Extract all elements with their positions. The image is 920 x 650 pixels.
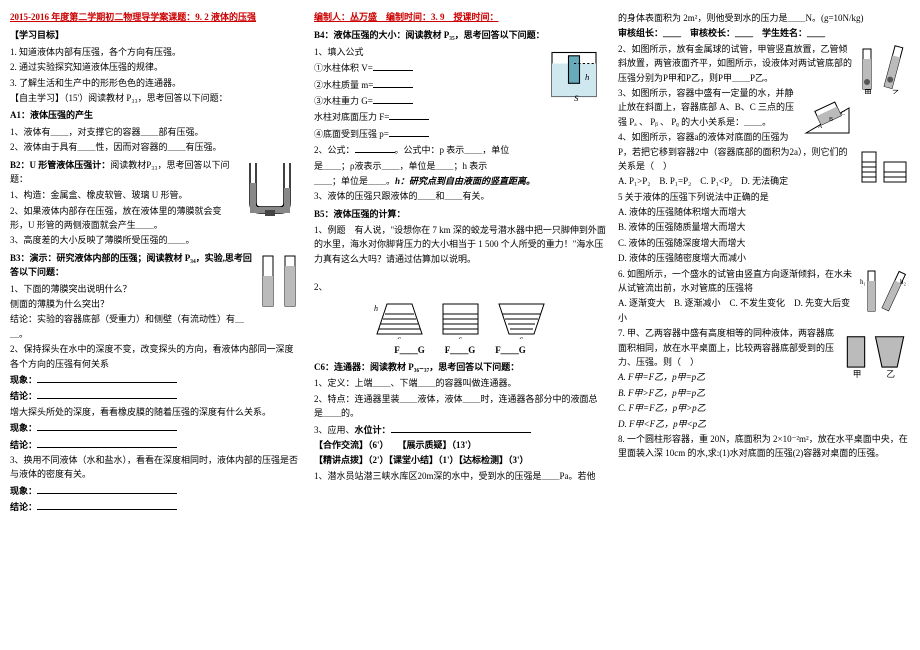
q7b: B. F甲>F乙，p甲=p乙	[618, 386, 910, 400]
review-line: 审核组长：＿＿ 审核校长：＿＿ 学生姓名：＿＿	[618, 26, 910, 40]
svg-text:h₁: h₁	[860, 278, 866, 286]
svg-text:S: S	[458, 336, 462, 339]
svg-text:乙: 乙	[892, 89, 900, 94]
b4-head: B4：液体压强的大小：阅读教材 P₃₅，思考回答以下问题：	[314, 28, 606, 42]
svg-text:A: A	[818, 124, 823, 130]
cylinders-icon	[260, 251, 300, 311]
jj-head: 【精讲点拨】（2'）【课堂小结】（1'）【达标检测】（3'）	[314, 453, 606, 467]
xx-3: 现象：	[10, 483, 302, 498]
vessel-wide-top-icon: S	[494, 299, 549, 339]
goal-2: 2. 通过实验探究知道液体压强的规律。	[10, 60, 302, 74]
jl-1: 结论：	[10, 388, 302, 403]
b4-l2d: ＿＿；单位是＿＿。h：研究点到自由液面的竖直距离。	[314, 174, 606, 188]
fg-1: F＿＿G	[394, 343, 425, 357]
coop-head: 【合作交流】（6'） 【展示质疑】（13'）	[314, 438, 606, 452]
q1-cont: 的身体表面积为 2m²，则他受到水的压力是＿＿N。(g=10N/kg)	[618, 11, 910, 25]
fg-2: F＿＿G	[445, 343, 476, 357]
b5-ex1: 1、例题 有人说，"设想你在 7 km 深的蛟龙号潜水器中把一只脚伸到外面的水里…	[314, 223, 606, 266]
two-tubes-icon: 甲 乙	[858, 44, 908, 94]
two-vessels-icon: 甲乙	[843, 328, 908, 378]
vessel-row: hS S S	[314, 299, 606, 339]
b5-ex2: 2、	[314, 280, 606, 294]
xx-2: 现象：	[10, 420, 302, 435]
goal-3: 3. 了解生活和生产中的形形色色的连通器。	[10, 76, 302, 90]
goals-head: 【学习目标】	[10, 28, 302, 42]
c6-head: C6：连通器：阅读教材 P₃₆₋₃₇，思考回答以下问题：	[314, 360, 606, 374]
q5d: D. 液体的压强随密度增大而减小	[618, 251, 910, 265]
two-containers-icon	[858, 142, 908, 192]
goal-1: 1. 知道液体内部有压强，各个方向有压强。	[10, 45, 302, 59]
q5a: A. 液体的压强随体积增大而增大	[618, 205, 910, 219]
column-3: 的身体表面积为 2m²，则他受到水的压力是＿＿N。(g=10N/kg) 审核组长…	[618, 10, 910, 516]
c6-q2: 2、特点：连通器里装＿＿液体，液体＿＿时，连通器各部分中的液面总是＿＿的。	[314, 392, 606, 421]
q8: 8. 一个圆柱形容器，重 20N，底面积为 2×10⁻²m²，放在水平桌面中央，…	[618, 432, 910, 461]
c6-q3: 3、应用、水位计：	[314, 422, 606, 437]
svg-text:乙: 乙	[886, 369, 895, 378]
svg-text:S: S	[574, 93, 579, 102]
svg-text:B: B	[829, 117, 833, 123]
b4-l2: 2、公式：。公式中：p 表示＿＿，单位	[314, 142, 606, 157]
q7d: D. F甲<F乙，p甲<p乙	[618, 417, 910, 431]
b2-q3: 3、高度差的大小反映了薄膜所受压强的＿＿。	[10, 233, 302, 247]
jl-2: 结论：	[10, 437, 302, 452]
fg-3: F＿＿G	[495, 343, 526, 357]
slope-container-icon: AB C	[804, 88, 854, 138]
b3-conc1: 结论：实验的容器底部（受重力）和侧壁（有流动性）有＿＿。	[10, 312, 302, 341]
header-title-left: 2015-2016 年度第二学期初二物理导学案课题：9. 2 液体的压强	[10, 10, 302, 24]
svg-text:h: h	[585, 72, 590, 82]
b4-l3: 3、液体的压强只跟液体的＿＿和＿＿有关。	[314, 189, 606, 203]
b5-head: B5：液体压强的计算：	[314, 207, 606, 221]
fg-row: F＿＿G F＿＿G F＿＿G	[314, 343, 606, 357]
b3-head: B3：演示：研究液体内部的压强；阅读教材 P₃₄，实验,思考回答以下问题：	[10, 251, 302, 280]
vessel-narrow-top-icon: hS	[372, 299, 427, 339]
b3-q2: 侧面的薄膜为什么突出？	[10, 297, 302, 311]
b3-m4: 3、换用不同液体（水和盐水），看看在深度相同时，液体内部的压强是否与液体的密度有…	[10, 453, 302, 482]
b3-m2: 2、保持探头在水中的深度不变，改变探头的方向，看液体内部同一深度各个方向的压强有…	[10, 342, 302, 371]
vessel-straight-icon: S	[433, 299, 488, 339]
c6-q1: 1、定义：上端＿＿、下端＿＿的容器叫做连通器。	[314, 376, 606, 390]
a1-head: A1：液体压强的产生	[10, 108, 302, 122]
svg-text:h: h	[374, 304, 378, 313]
svg-text:甲: 甲	[853, 369, 862, 378]
header-title-right: 编制人：丛万盛 编制时间：3. 9 授课时间：	[314, 10, 606, 24]
q7c: C. F甲=F乙，p甲>p乙	[618, 401, 910, 415]
q5c: C. 液体的压强随深度增大而增大	[618, 236, 910, 250]
b4-l2c: 是＿＿；ρ液表示＿＿，单位是＿＿；h 表示	[314, 159, 606, 173]
svg-text:C: C	[841, 111, 845, 117]
b4-f4: 水柱对底面压力 F=	[314, 109, 606, 124]
u-tube-icon	[240, 158, 300, 218]
column-2: 编制人：丛万盛 编制时间：3. 9 授课时间： B4：液体压强的大小：阅读教材 …	[314, 10, 606, 516]
tilted-tube-icon: h₁ h₂	[858, 269, 908, 319]
svg-text:S: S	[397, 336, 401, 339]
xx-1: 现象：	[10, 372, 302, 387]
svg-text:h₂: h₂	[900, 278, 907, 286]
jl-3: 结论：	[10, 499, 302, 514]
svg-text:S: S	[519, 336, 523, 339]
b4-f5: ④底面受到压强 p=	[314, 126, 606, 141]
beaker-icon: h S	[544, 47, 604, 102]
a1-q2: 2、液体由于具有＿＿性，因而对容器的＿＿有压强。	[10, 140, 302, 154]
self-study-head: 【自主学习】（15'）阅读教材 P₃₃，思考回答以下问题：	[10, 91, 302, 105]
dc-q1: 1、潜水员站潜三峡水库区20m深的水中，受到水的压强是＿＿Pa。若他	[314, 469, 606, 483]
svg-text:甲: 甲	[864, 89, 872, 94]
b3-q1: 1、下面的薄膜突出说明什么？	[10, 282, 302, 296]
a1-q1: 1、液体有＿＿，对支撑它的容器＿＿部有压强。	[10, 125, 302, 139]
column-1: 2015-2016 年度第二学期初二物理导学案课题：9. 2 液体的压强 【学习…	[10, 10, 302, 516]
q5b: B. 液体的压强随质量增大而增大	[618, 220, 910, 234]
worksheet-page: 2015-2016 年度第二学期初二物理导学案课题：9. 2 液体的压强 【学习…	[10, 10, 910, 516]
b3-m3: 增大探头所处的深度，看看橡皮膜的随着压强的深度有什么关系。	[10, 405, 302, 419]
